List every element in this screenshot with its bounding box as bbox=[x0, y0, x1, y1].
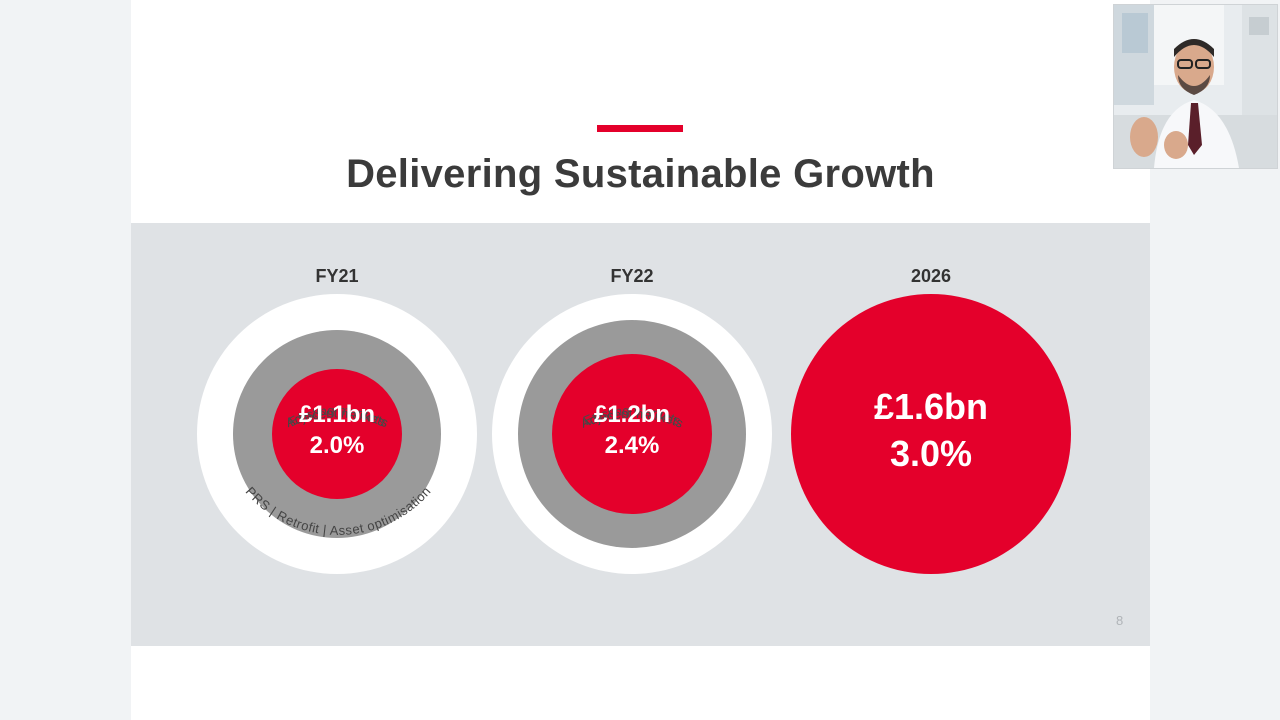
fy21-percent: 2.0% bbox=[309, 432, 365, 459]
presenter-video-frame bbox=[1114, 5, 1277, 168]
fy22-core-circle bbox=[552, 354, 712, 514]
growth-panel: FY21 FY22 2026 bbox=[131, 223, 1150, 646]
y2026-core-circle bbox=[791, 294, 1071, 574]
fy22-value: £1.2bn bbox=[593, 401, 671, 428]
fy21-center-values: £1.1bn 2.0% bbox=[257, 399, 417, 461]
fy22-center-values: £1.2bn 2.4% bbox=[552, 399, 712, 461]
fy22-percent: 2.4% bbox=[604, 432, 660, 459]
fy21-rings: Adjacent markets Existing markets PRS | … bbox=[197, 294, 477, 574]
year-label-fy21: FY21 bbox=[315, 266, 359, 286]
slide-title: Delivering Sustainable Growth bbox=[346, 152, 935, 196]
title-accent-bar bbox=[597, 125, 683, 132]
growth-rings-graphic: Adjacent markets Existing markets PRS | … bbox=[197, 294, 1071, 574]
year-label-2026: 2026 bbox=[910, 266, 952, 286]
y2026-center-values: £1.6bn 3.0% bbox=[831, 383, 1031, 477]
slide: Delivering Sustainable Growth FY21 FY22 … bbox=[131, 0, 1150, 720]
fy21-value: £1.1bn bbox=[298, 401, 376, 428]
y2026-value: £1.6bn bbox=[873, 386, 989, 427]
y2026-percent: 3.0% bbox=[889, 433, 973, 474]
presenter-webcam bbox=[1113, 4, 1278, 169]
slide-number: 8 bbox=[1116, 613, 1124, 628]
y2026-circle-group bbox=[791, 294, 1071, 574]
fy22-rings: Adjacent markets Existing markets bbox=[492, 294, 772, 574]
year-label-fy22: FY22 bbox=[610, 266, 654, 286]
fy21-core-circle bbox=[272, 369, 402, 499]
